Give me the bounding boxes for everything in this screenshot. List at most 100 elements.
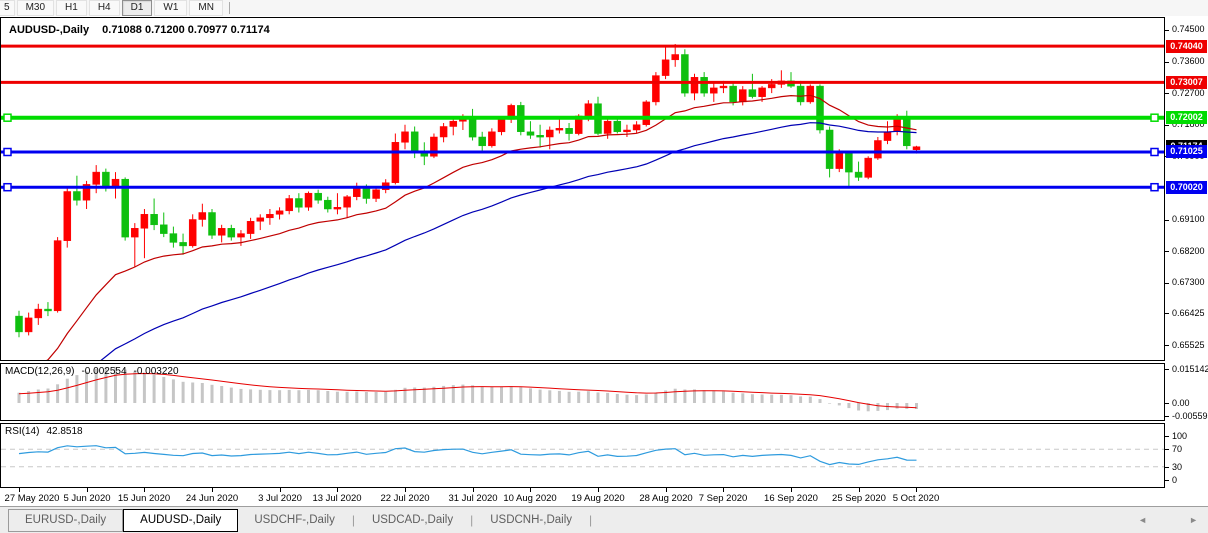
chart-tab-eurusd[interactable]: EURUSD-,Daily — [8, 509, 124, 532]
macd-chart-svg — [17, 366, 918, 412]
date-axis-tick — [791, 488, 792, 492]
macd-axis-tick-label: -0.005595 — [1172, 411, 1208, 421]
timeframe-button-w1[interactable]: W1 — [154, 0, 188, 16]
macd-histogram — [17, 366, 918, 412]
macd-axis-tick — [1165, 416, 1169, 417]
timeframe-button-d1[interactable]: D1 — [121, 0, 153, 16]
date-axis-label: 22 Jul 2020 — [380, 493, 430, 504]
price-pane[interactable]: AUDUSD-,Daily 0.71088 0.71200 0.70977 0.… — [0, 17, 1165, 361]
date-axis-tick — [144, 488, 145, 492]
line-price-badge-0.70020: 0.70020 — [1166, 181, 1207, 194]
rsi-axis-tick — [1165, 436, 1169, 437]
rsi-axis-tick-label: 70 — [1172, 444, 1183, 454]
rsi-label: RSI(14) 42.8518 — [5, 426, 83, 437]
scroll-left-button[interactable]: ◄ — [1138, 515, 1148, 525]
line-price-badge-0.74040: 0.74040 — [1166, 40, 1207, 53]
line-handle[interactable] — [3, 182, 12, 192]
macd-signal-line — [18, 372, 917, 409]
price-axis-tick-label: 0.66425 — [1172, 308, 1205, 318]
date-axis-tick — [598, 488, 599, 492]
date-axis-label: 16 Sep 2020 — [764, 493, 818, 504]
date-axis-tick — [212, 488, 213, 492]
price-axis-tick — [1165, 345, 1169, 346]
scroll-right-button[interactable]: ► — [1189, 515, 1198, 525]
price-axis-tick-label: 0.67300 — [1172, 277, 1205, 287]
date-axis-tick — [916, 488, 917, 492]
line-handle[interactable] — [1150, 147, 1159, 157]
date-axis-tick — [19, 488, 20, 492]
horizontal-line-0.72002[interactable] — [1, 113, 1164, 122]
toolbar-separator — [228, 2, 230, 14]
timeframe-button-5[interactable]: 5 — [0, 0, 15, 16]
chart-tab-usdchf[interactable]: USDCHF-,Daily — [254, 514, 335, 526]
horizontal-line-0.71025[interactable] — [1, 147, 1164, 157]
macd-label: MACD(12,26,9) -0.002554 -0.003220 — [5, 366, 179, 377]
chart-tab-usdcnh[interactable]: USDCNH-,Daily — [490, 514, 572, 526]
line-handle[interactable] — [3, 113, 12, 122]
tab-separator: | — [470, 513, 474, 527]
timeframe-toolbar: 5 M30 H1 H4 D1 W1 MN — [0, 0, 1208, 16]
date-axis-label: 13 Jul 2020 — [312, 493, 362, 504]
line-handle[interactable] — [1150, 113, 1159, 122]
date-axis-label: 28 Aug 2020 — [639, 493, 693, 504]
horizontal-line-0.70020[interactable] — [1, 182, 1164, 192]
line-price-badge-0.73007: 0.73007 — [1166, 76, 1207, 89]
chart-tab-audusd[interactable]: AUDUSD-,Daily — [123, 509, 239, 532]
date-axis-label: 15 Jun 2020 — [117, 493, 171, 504]
price-axis[interactable]: 0.745000.736000.727000.718000.709000.691… — [1165, 17, 1208, 506]
tab-scroll-controls: ◄ ► — [1138, 515, 1208, 525]
ma-slow-line — [100, 122, 917, 360]
price-axis-tick-label: 0.71800 — [1172, 119, 1205, 129]
chart-tab-bar: EURUSD-,Daily AUDUSD-,Daily USDCHF-,Daily |… — [0, 506, 1208, 533]
rsi-axis-tick-label: 30 — [1172, 462, 1183, 472]
date-axis-tick — [405, 488, 406, 492]
macd-axis-tick-label: 0.00 — [1172, 398, 1190, 408]
chart-tabs: EURUSD-,Daily AUDUSD-,Daily USDCHF-,Daily |… — [0, 507, 593, 533]
date-axis-label: 25 Sep 2020 — [832, 493, 886, 504]
rsi-line — [18, 445, 917, 466]
macd-axis-tick — [1165, 369, 1169, 370]
rsi-pane[interactable]: RSI(14) 42.8518 — [0, 423, 1165, 488]
chart-title: AUDUSD-,Daily 0.71088 0.71200 0.70977 0.… — [9, 24, 270, 36]
rsi-value: 42.8518 — [46, 426, 83, 437]
price-axis-tick — [1165, 125, 1169, 126]
line-handle[interactable] — [3, 147, 12, 157]
date-axis-tick — [280, 488, 281, 492]
date-axis-label: 7 Sep 2020 — [698, 493, 748, 504]
ma-fast-line — [46, 94, 917, 360]
price-axis-tick — [1165, 62, 1169, 63]
rsi-axis-tick-label: 0 — [1172, 475, 1178, 485]
macd-axis-tick-label: 0.015142 — [1172, 364, 1208, 374]
timeframe-button-mn[interactable]: MN — [189, 0, 223, 16]
macd-name: MACD(12,26,9) — [5, 366, 75, 377]
date-axis-tick — [859, 488, 860, 492]
line-price-badge-0.72002: 0.72002 — [1166, 111, 1207, 124]
timeframe-button-h1[interactable]: H1 — [56, 0, 87, 16]
rsi-axis-tick — [1165, 449, 1169, 450]
price-axis-tick-label: 0.69100 — [1172, 214, 1205, 224]
date-axis-tick — [87, 488, 88, 492]
price-chart-svg — [1, 44, 1164, 360]
chart-tab-usdcad[interactable]: USDCAD-,Daily — [371, 514, 454, 526]
timeframe-button-m30[interactable]: M30 — [16, 0, 55, 16]
rsi-axis-tick — [1165, 480, 1169, 481]
price-axis-tick-label: 0.74500 — [1172, 24, 1205, 34]
line-handle[interactable] — [1150, 182, 1159, 192]
date-axis-tick — [666, 488, 667, 492]
macd-axis-tick — [1165, 403, 1169, 404]
price-axis-tick — [1165, 220, 1169, 221]
timeframe-button-h4[interactable]: H4 — [88, 0, 120, 16]
price-axis-tick-label: 0.68200 — [1172, 246, 1205, 256]
date-axis: 27 May 2020 5 Jun 2020 15 Jun 2020 24 Jun 2… — [0, 488, 1165, 506]
rsi-axis-tick-label: 100 — [1172, 431, 1188, 441]
price-axis-tick — [1165, 30, 1169, 31]
date-axis-tick — [530, 488, 531, 492]
date-axis-label: 5 Oct 2020 — [892, 493, 940, 504]
tab-separator: | — [351, 513, 355, 527]
line-price-badge-0.71025: 0.71025 — [1166, 145, 1207, 158]
date-axis-tick — [473, 488, 474, 492]
rsi-chart-svg — [1, 445, 1164, 468]
date-axis-label: 27 May 2020 — [4, 493, 60, 504]
macd-pane[interactable]: MACD(12,26,9) -0.002554 -0.003220 — [0, 363, 1165, 421]
